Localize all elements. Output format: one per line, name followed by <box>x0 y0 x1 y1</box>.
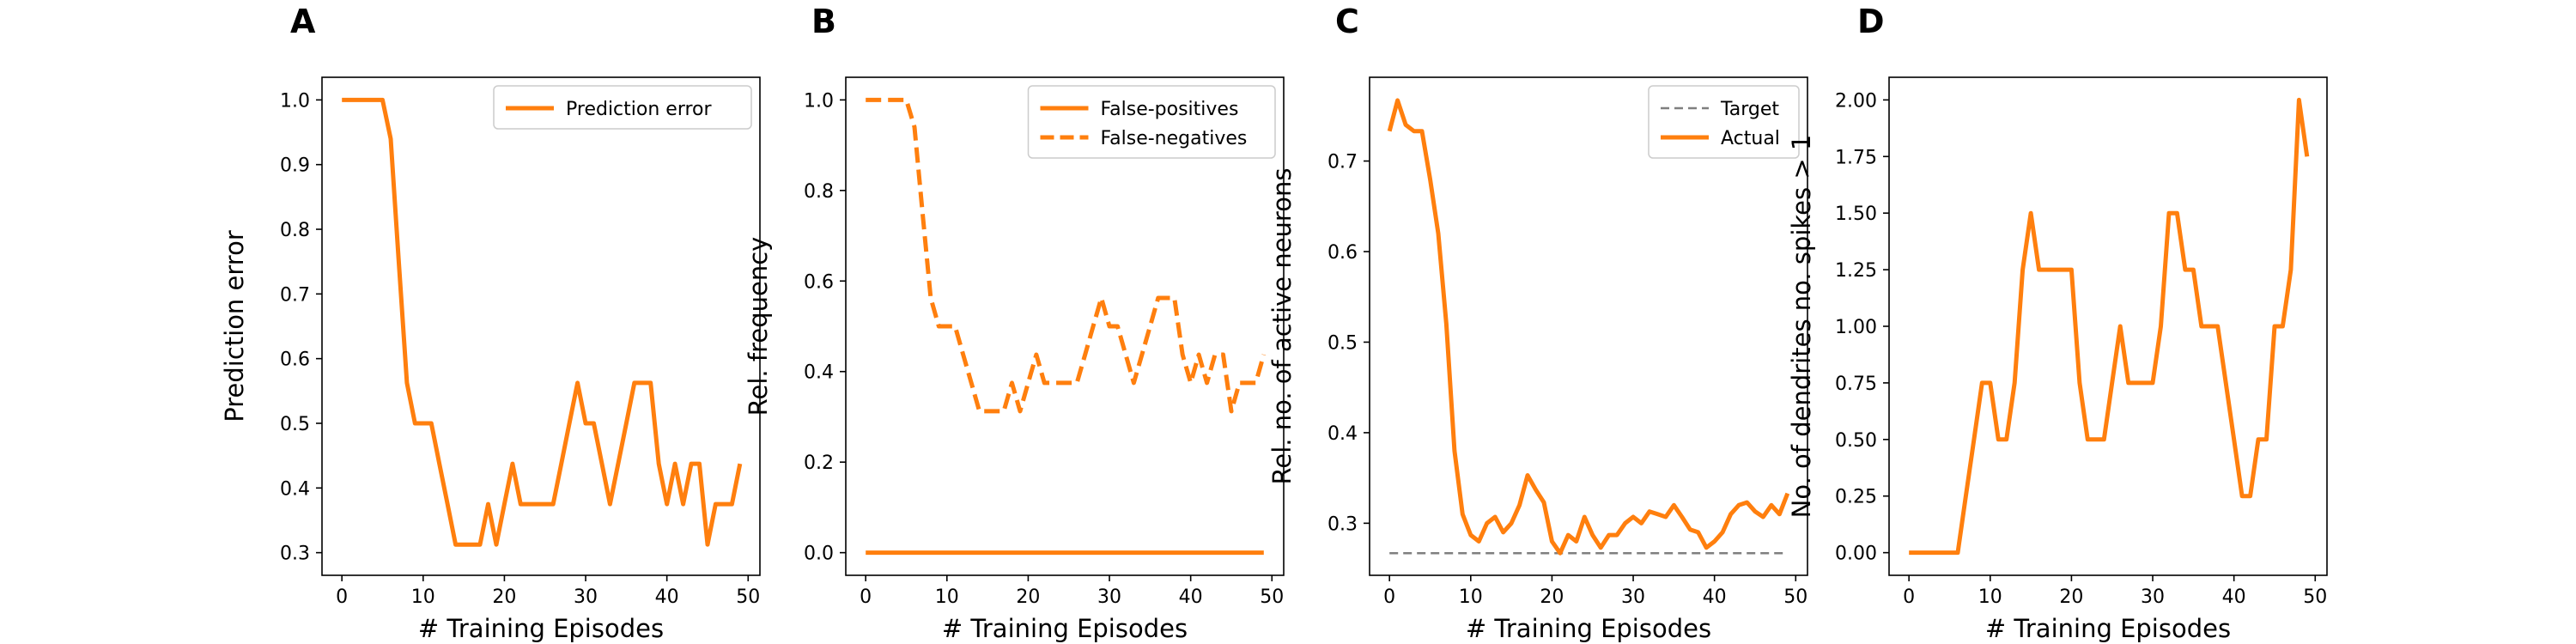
y-tick-label: 0.4 <box>804 362 834 384</box>
legend: Target Actual <box>1648 85 1800 159</box>
x-tick-label: 40 <box>2222 586 2246 608</box>
y-tick-label: 0.50 <box>1835 430 1877 452</box>
y-tick-label: 0.7 <box>280 284 310 306</box>
y-tick-label: 0.00 <box>1835 544 1877 565</box>
x-tick-label: 40 <box>1179 586 1203 608</box>
y-tick-label: 1.00 <box>1835 317 1877 338</box>
series-line <box>1909 97 2310 556</box>
legend-box <box>1648 85 1800 159</box>
panel-a: A 0 10 20 30 40 50 0.3 0.4 0.5 0.6 0.7 0.8 0.9 1.0 # Tr… <box>220 3 761 643</box>
y-tick-label: 0.8 <box>280 220 310 241</box>
y-tick-label: 0.6 <box>1327 242 1358 264</box>
panel-d: D 0 10 20 30 40 50 0.00 0.25 0.50 0.75 1.00 1.25 1.50… <box>1787 3 2328 643</box>
panel-letter: B <box>811 3 836 40</box>
x-axis-label: # Training Episodes <box>1466 614 1711 643</box>
legend-label: Actual <box>1721 128 1780 149</box>
x-tick-label: 0 <box>1383 586 1395 608</box>
x-tick-label: 30 <box>1621 586 1645 608</box>
series-line <box>1387 98 1790 556</box>
y-tick-label: 0.5 <box>280 414 310 435</box>
panel-letter: C <box>1335 3 1359 40</box>
series-line <box>342 97 743 547</box>
legend-label: False-negatives <box>1101 128 1248 149</box>
legend: Prediction error <box>493 85 752 130</box>
x-tick-label: 50 <box>2303 586 2327 608</box>
y-tick-label: 0.4 <box>280 478 310 500</box>
legend-label: Target <box>1720 99 1779 120</box>
panel-letter: A <box>290 3 316 40</box>
x-axis-label: # Training Episodes <box>1985 614 2231 643</box>
y-tick-label: 0.7 <box>1327 152 1358 173</box>
x-tick-label: 0 <box>1903 586 1915 608</box>
panel-c: C 0 10 20 30 40 50 0.3 0.4 0.5 0.6 0.7 # Training Ep… <box>1267 3 1808 643</box>
panel-b: B 0 10 20 30 40 50 0.0 0.2 0.4 0.6 0.8 1.0 # Training… <box>744 3 1285 643</box>
x-tick-label: 50 <box>736 586 760 608</box>
x-tick-label: 20 <box>2059 586 2083 608</box>
panel-letter: D <box>1857 3 1885 40</box>
y-tick-label: 0.4 <box>1327 423 1358 445</box>
x-tick-label: 20 <box>1016 586 1040 608</box>
axes-frame <box>321 76 761 576</box>
series-line <box>866 97 1267 414</box>
x-tick-label: 10 <box>935 586 959 608</box>
x-tick-label: 0 <box>336 586 348 608</box>
y-tick-label: 2.00 <box>1835 90 1877 112</box>
x-tick-label: 20 <box>492 586 516 608</box>
legend-box <box>493 85 752 130</box>
y-tick-label: 1.25 <box>1835 260 1877 282</box>
x-tick-label: 30 <box>1097 586 1121 608</box>
legend-box <box>1027 85 1276 159</box>
x-tick-label: 30 <box>2141 586 2165 608</box>
x-tick-label: 10 <box>1978 586 2002 608</box>
y-tick-label: 0.3 <box>1327 513 1358 535</box>
x-axis-label: # Training Episodes <box>942 614 1188 643</box>
y-tick-label: 1.0 <box>804 90 834 112</box>
x-tick-label: 40 <box>1703 586 1727 608</box>
y-axis-label: Rel. frequency <box>744 237 773 416</box>
y-tick-label: 0.0 <box>804 544 834 565</box>
y-tick-label: 0.3 <box>280 544 310 565</box>
y-tick-label: 0.2 <box>804 453 834 474</box>
legend-label: False-positives <box>1101 99 1239 120</box>
x-tick-label: 0 <box>860 586 872 608</box>
y-tick-label: 0.5 <box>1327 332 1358 354</box>
y-axis-label: Prediction error <box>220 230 249 422</box>
x-tick-label: 10 <box>411 586 435 608</box>
y-tick-label: 1.0 <box>280 90 310 112</box>
y-tick-label: 1.50 <box>1835 204 1877 225</box>
legend-label: Prediction error <box>566 99 712 120</box>
x-tick-label: 30 <box>574 586 598 608</box>
x-tick-label: 20 <box>1540 586 1564 608</box>
axes-frame <box>1369 76 1808 576</box>
x-axis-label: # Training Episodes <box>418 614 664 643</box>
x-tick-label: 50 <box>1260 586 1284 608</box>
legend: False-positives False-negatives <box>1027 85 1276 159</box>
y-tick-label: 0.6 <box>804 271 834 293</box>
x-tick-label: 10 <box>1459 586 1483 608</box>
y-tick-label: 0.75 <box>1835 374 1877 395</box>
y-axis-label: No. of dendrites no. spikes > 1 <box>1787 135 1816 519</box>
y-axis-label: Rel. no. of active neurons <box>1267 168 1297 485</box>
y-tick-label: 0.6 <box>280 349 310 371</box>
axes-frame <box>845 76 1285 576</box>
x-tick-label: 50 <box>1783 586 1807 608</box>
y-tick-label: 1.75 <box>1835 147 1877 168</box>
y-tick-label: 0.9 <box>280 155 310 177</box>
y-tick-label: 0.8 <box>804 181 834 203</box>
y-tick-label: 0.25 <box>1835 487 1877 508</box>
axes-frame <box>1888 76 2328 576</box>
x-tick-label: 40 <box>655 586 679 608</box>
